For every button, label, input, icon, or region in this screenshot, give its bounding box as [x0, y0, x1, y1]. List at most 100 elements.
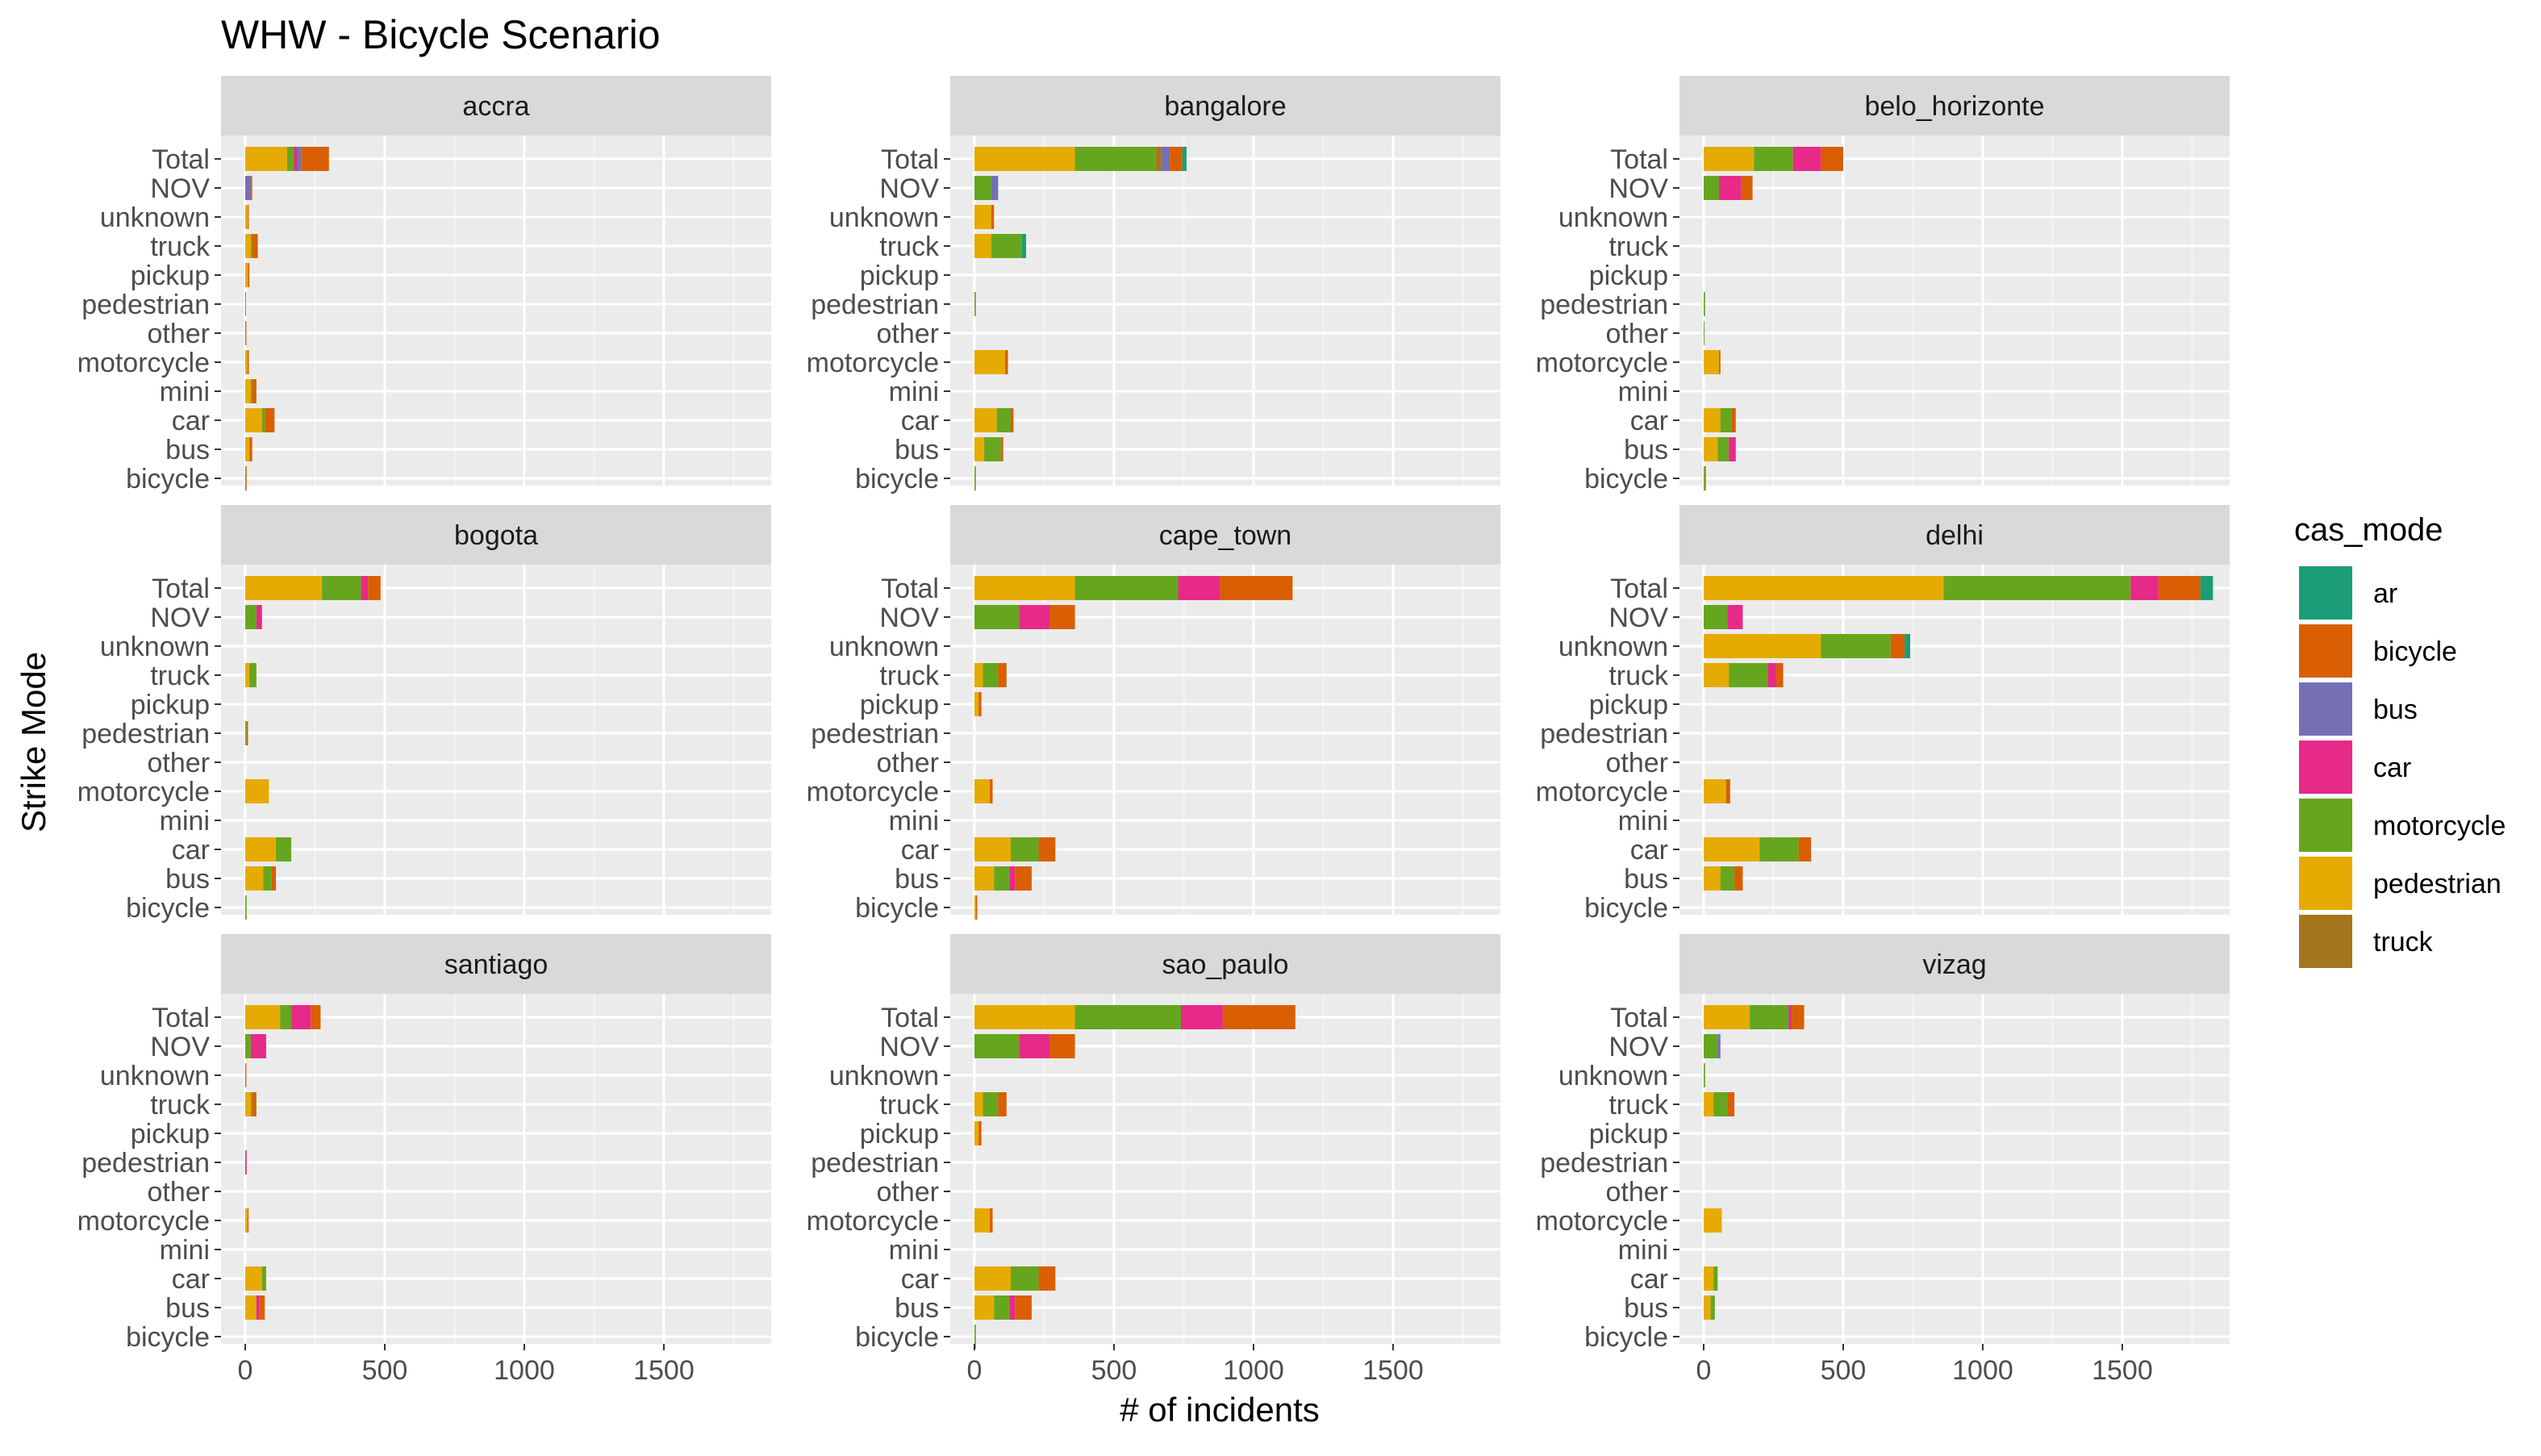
y-tick-label: Total	[1610, 574, 1668, 604]
facet-bogota: bogota TotalNOVunknowntruckpickuppedestri…	[77, 505, 771, 924]
bar-segment-car-bicycle	[1038, 837, 1056, 862]
y-tick-label: car	[172, 406, 210, 436]
y-tick-label: other	[877, 319, 940, 349]
bar-segment-car-motorcycle	[996, 408, 1011, 432]
legend-key-car	[2299, 741, 2352, 794]
bar-segment-nov-car	[1019, 605, 1050, 629]
bar-segment-total-bus	[1161, 147, 1170, 171]
bar-segment-motorcycle-bicycle	[990, 1208, 993, 1233]
bar-segment-pickup-bicycle	[978, 692, 982, 716]
y-tick-label: bicycle	[126, 464, 210, 494]
bar-segment-car-pedestrian	[974, 1266, 1011, 1291]
bar-segment-total-pedestrian	[1704, 147, 1754, 171]
bar-segment-bus-motorcycle	[1717, 437, 1729, 461]
y-tick-label: pickup	[1589, 690, 1668, 720]
bar-segment-truck-bicycle	[998, 1092, 1007, 1116]
bar-segment-truck-car	[1767, 663, 1776, 687]
bar-segment-motorcycle-pedestrian	[974, 350, 1006, 374]
y-tick-label: pedestrian	[811, 1148, 939, 1179]
bar-segment-car-pedestrian	[974, 408, 997, 432]
bar-segment-bus-pedestrian	[974, 1295, 995, 1320]
bar-segment-bus-bicycle	[249, 437, 252, 461]
bar-segment-bicycle-motorcycle	[974, 1325, 976, 1349]
legend-label-car: car	[2373, 753, 2411, 783]
bar-segment-unknown-pedestrian	[974, 205, 991, 229]
bar-segment-total-bus	[297, 147, 302, 171]
y-tick-label: unknown	[829, 202, 939, 233]
y-tick-label: unknown	[100, 202, 210, 233]
bar-segment-car-motorcycle	[1713, 1266, 1718, 1291]
bar-segment-total-car	[1792, 147, 1821, 171]
bar-segment-total-motorcycle	[280, 1005, 292, 1029]
bar-segment-bus-motorcycle	[994, 866, 1010, 891]
bar-segment-total-ar	[2200, 576, 2213, 600]
bar-segment-unknown-motorcycle	[1704, 1063, 1705, 1087]
bar-segment-unknown-bicycle	[245, 1063, 247, 1087]
y-tick-label: pedestrian	[81, 290, 210, 320]
facet-santiago: santiago TotalNOVunknowntruckpickuppedest…	[77, 934, 771, 1386]
bar-segment-pedestrian-motorcycle	[1704, 292, 1705, 316]
y-tick-label: unknown	[100, 1061, 210, 1091]
legend-key-motorcycle	[2299, 799, 2352, 852]
y-tick-label: NOV	[1608, 173, 1668, 204]
x-tick-label: 1000	[494, 1355, 555, 1386]
facet-belo-horizonte: belo_horizonte TotalNOVunknowntruckpickup…	[1536, 76, 2230, 494]
bar-segment-total-bicycle	[1791, 1005, 1805, 1029]
bar-segment-truck-motorcycle	[249, 663, 257, 687]
legend: cas_mode ar bicycle bus car motorcycle pedest…	[2294, 512, 2506, 968]
bar-segment-car-motorcycle	[1010, 1266, 1039, 1291]
bar-segment-total-car	[291, 1005, 311, 1029]
bar-segment-bus-motorcycle	[1710, 1295, 1715, 1320]
bar-segment-car-pedestrian	[245, 1266, 262, 1291]
bar-segment-bus-bicycle	[259, 1295, 265, 1320]
bar-segment-total-bicycle	[1222, 1005, 1296, 1029]
y-tick-label: unknown	[1558, 632, 1668, 662]
bar-segment-car-motorcycle	[1010, 837, 1039, 862]
y-tick-label: unknown	[1558, 202, 1668, 233]
bar-segment-bus-bicycle	[1015, 1295, 1032, 1320]
bar-segment-pickup-pedestrian	[974, 692, 979, 716]
x-tick-label: 1000	[1223, 1355, 1284, 1386]
bar-segment-unknown-motorcycle	[1821, 634, 1891, 658]
panel-background	[221, 994, 771, 1344]
y-tick-label: mini	[160, 377, 210, 407]
legend-key-pedestrian	[2299, 857, 2352, 910]
y-tick-label: car	[1630, 1264, 1668, 1295]
y-tick-label: Total	[1610, 144, 1668, 175]
bar-segment-mini-motorcycle	[250, 379, 252, 403]
y-tick-label: car	[901, 406, 939, 436]
bar-segment-nov-bicycle	[250, 176, 252, 200]
facet-strip	[221, 505, 771, 565]
y-tick-label: car	[172, 835, 210, 866]
y-tick-label: mini	[889, 1235, 939, 1266]
bar-segment-total-bicycle	[2158, 576, 2201, 600]
bar-segment-bus-bicycle	[1015, 866, 1032, 891]
y-tick-label: truck	[879, 661, 940, 691]
bar-segment-nov-car	[1019, 1034, 1050, 1058]
bar-segment-mini-bicycle	[252, 379, 257, 403]
bar-segment-bicycle-bicycle	[975, 895, 978, 920]
bar-segment-total-pedestrian	[1704, 576, 1944, 600]
y-tick-label: motorcycle	[77, 1206, 210, 1237]
y-tick-label: bus	[1624, 864, 1668, 895]
y-tick-label: bus	[895, 435, 939, 465]
bar-segment-total-car	[1788, 1005, 1792, 1029]
bar-segment-total-car	[294, 147, 297, 171]
y-tick-label: Total	[1610, 1003, 1668, 1033]
y-tick-label: bicycle	[855, 1322, 939, 1353]
bar-segment-pedestrian-motorcycle	[974, 292, 976, 316]
bar-segment-total-pedestrian	[245, 576, 323, 600]
bar-segment-bus-bicycle	[271, 866, 277, 891]
legend-label-truck: truck	[2373, 927, 2434, 957]
bar-segment-unknown-pedestrian	[245, 205, 248, 229]
bar-segment-car-motorcycle	[1720, 408, 1732, 432]
y-tick-label: pedestrian	[1540, 290, 1668, 320]
bar-segment-car-pedestrian	[1704, 1266, 1714, 1291]
bar-segment-nov-bicycle	[1741, 176, 1753, 200]
bar-segment-nov-motorcycle	[1704, 1034, 1718, 1058]
y-tick-label: NOV	[1608, 603, 1668, 633]
y-tick-label: NOV	[879, 173, 939, 204]
bar-segment-nov-motorcycle	[974, 176, 991, 200]
y-tick-label: truck	[150, 232, 211, 262]
